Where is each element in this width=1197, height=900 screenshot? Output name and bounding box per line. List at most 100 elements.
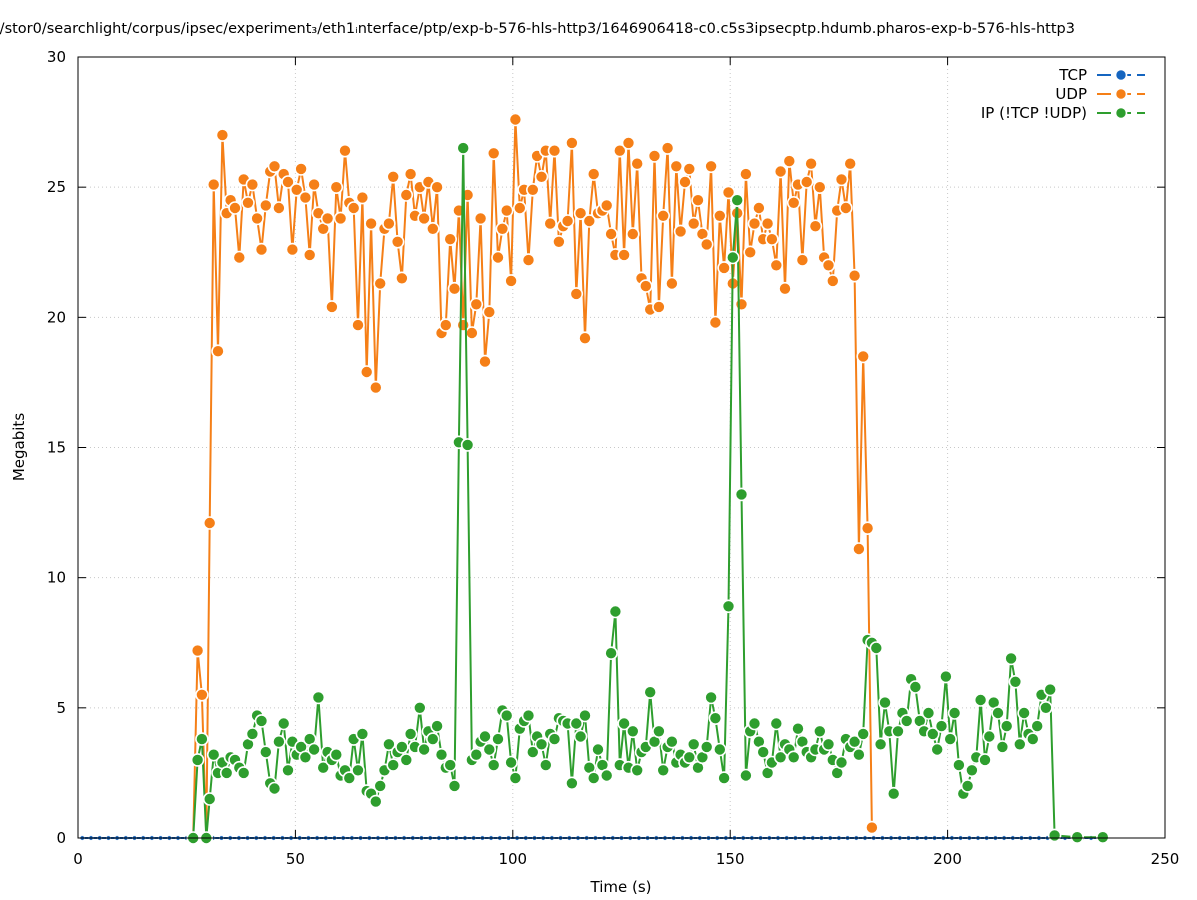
- data-point-ip-tcp-udp: [206, 747, 221, 762]
- data-point-ip-tcp-udp: [351, 763, 365, 778]
- data-point-ip-tcp-udp: [1047, 828, 1062, 843]
- data-point-ip-tcp-udp: [456, 141, 471, 155]
- data-point-udp: [425, 222, 440, 236]
- data-point-ip-tcp-udp: [786, 750, 801, 765]
- data-point-udp: [708, 315, 723, 330]
- data-point-udp: [669, 159, 684, 174]
- data-point-udp: [804, 156, 818, 171]
- data-point-ip-tcp-udp: [991, 706, 1005, 720]
- legend-swatch-marker: [1114, 87, 1128, 101]
- data-point-ip-tcp-udp: [591, 742, 605, 757]
- data-point-udp: [638, 279, 653, 293]
- data-point-udp: [302, 248, 317, 262]
- data-point-udp: [604, 227, 618, 241]
- data-point-ip-tcp-udp: [329, 747, 344, 762]
- data-point-udp: [346, 201, 361, 215]
- data-point-udp: [403, 167, 418, 181]
- x-tick-label: 100: [498, 850, 527, 868]
- data-point-ip-tcp-udp: [1070, 830, 1084, 845]
- data-point-ip-tcp-udp: [368, 794, 383, 809]
- data-point-udp: [856, 349, 871, 364]
- data-point-ip-tcp-udp: [311, 690, 326, 705]
- data-point-udp: [245, 177, 260, 192]
- data-point-udp: [267, 159, 282, 174]
- data-point-ip-tcp-udp: [342, 771, 357, 785]
- data-point-ip-tcp-udp: [930, 742, 945, 757]
- data-point-ip-tcp-udp: [578, 708, 592, 723]
- data-point-udp: [547, 143, 562, 158]
- data-point-udp: [307, 177, 321, 192]
- data-point-udp: [232, 250, 247, 265]
- data-point-udp: [682, 162, 697, 176]
- data-point-ip-tcp-udp: [491, 732, 505, 746]
- data-point-ip-tcp-udp: [995, 740, 1010, 754]
- data-point-ip-tcp-udp: [999, 719, 1014, 733]
- data-point-ip-tcp-udp: [395, 740, 409, 754]
- data-point-ip-tcp-udp: [190, 753, 205, 767]
- data-point-ip-tcp-udp: [821, 737, 836, 752]
- data-point-ip-tcp-udp: [978, 753, 992, 767]
- data-point-ip-tcp-udp: [656, 763, 671, 778]
- legend-item-tcp: TCP: [1058, 66, 1145, 84]
- data-point-udp: [486, 146, 501, 161]
- data-point-udp: [382, 216, 396, 231]
- data-point-udp: [373, 276, 388, 291]
- data-point-udp: [665, 276, 679, 291]
- data-point-udp: [578, 331, 592, 346]
- data-point-ip-tcp-udp: [538, 758, 553, 772]
- data-point-ip-tcp-udp: [443, 758, 458, 772]
- data-point-udp: [656, 209, 671, 223]
- data-point-ip-tcp-udp: [258, 745, 273, 759]
- data-point-udp: [368, 380, 383, 395]
- data-point-ip-tcp-udp: [686, 737, 701, 752]
- legend-item-ip-tcp-udp: IP (!TCP !UDP): [981, 104, 1145, 122]
- data-point-ip-tcp-udp: [847, 734, 862, 749]
- data-point-udp: [769, 258, 784, 273]
- data-point-udp: [795, 253, 810, 267]
- data-point-ip-tcp-udp: [504, 755, 518, 770]
- data-point-udp: [686, 216, 701, 231]
- data-point-ip-tcp-udp: [1012, 737, 1027, 752]
- data-point-ip-tcp-udp: [834, 755, 849, 770]
- data-point-udp: [508, 112, 523, 127]
- data-point-udp: [534, 170, 549, 184]
- data-point-ip-tcp-udp: [267, 781, 282, 796]
- chart-title: t/stor0/searchlight/corpus/ipsec/experim…: [0, 21, 1075, 37]
- data-point-udp: [254, 242, 269, 257]
- data-point-udp: [364, 216, 378, 231]
- data-point-udp: [843, 156, 858, 171]
- data-point-ip-tcp-udp: [460, 438, 475, 452]
- data-point-udp: [852, 542, 866, 556]
- data-point-udp: [617, 248, 631, 262]
- data-point-ip-tcp-udp: [430, 719, 444, 733]
- data-point-ip-tcp-udp: [447, 779, 462, 793]
- data-point-udp: [512, 201, 527, 215]
- data-point-udp: [699, 237, 714, 252]
- data-point-udp: [443, 232, 458, 246]
- data-point-udp: [752, 201, 766, 215]
- data-point-ip-tcp-udp: [708, 711, 723, 726]
- data-point-ip-tcp-udp: [412, 700, 427, 715]
- data-point-udp: [721, 185, 736, 200]
- legend-item-udp: UDP: [1055, 85, 1145, 103]
- data-point-ip-tcp-udp: [469, 747, 484, 762]
- x-axis-label: Time (s): [590, 878, 652, 896]
- data-point-ip-tcp-udp: [730, 193, 745, 207]
- data-point-udp: [652, 300, 666, 314]
- data-point-udp: [320, 211, 335, 226]
- data-point-udp: [847, 268, 862, 283]
- data-point-udp: [799, 175, 814, 189]
- data-point-ip-tcp-udp: [403, 727, 418, 741]
- data-point-ip-tcp-udp: [202, 792, 217, 806]
- data-point-ip-tcp-udp: [965, 763, 979, 778]
- data-point-udp: [569, 287, 584, 301]
- data-point-udp: [258, 198, 273, 213]
- data-point-udp: [625, 227, 640, 241]
- data-point-udp: [202, 516, 217, 530]
- data-point-udp: [660, 141, 675, 155]
- data-point-udp: [834, 172, 849, 187]
- data-point-ip-tcp-udp: [486, 758, 501, 772]
- data-point-ip-tcp-udp: [569, 716, 584, 731]
- data-point-ip-tcp-udp: [856, 727, 871, 741]
